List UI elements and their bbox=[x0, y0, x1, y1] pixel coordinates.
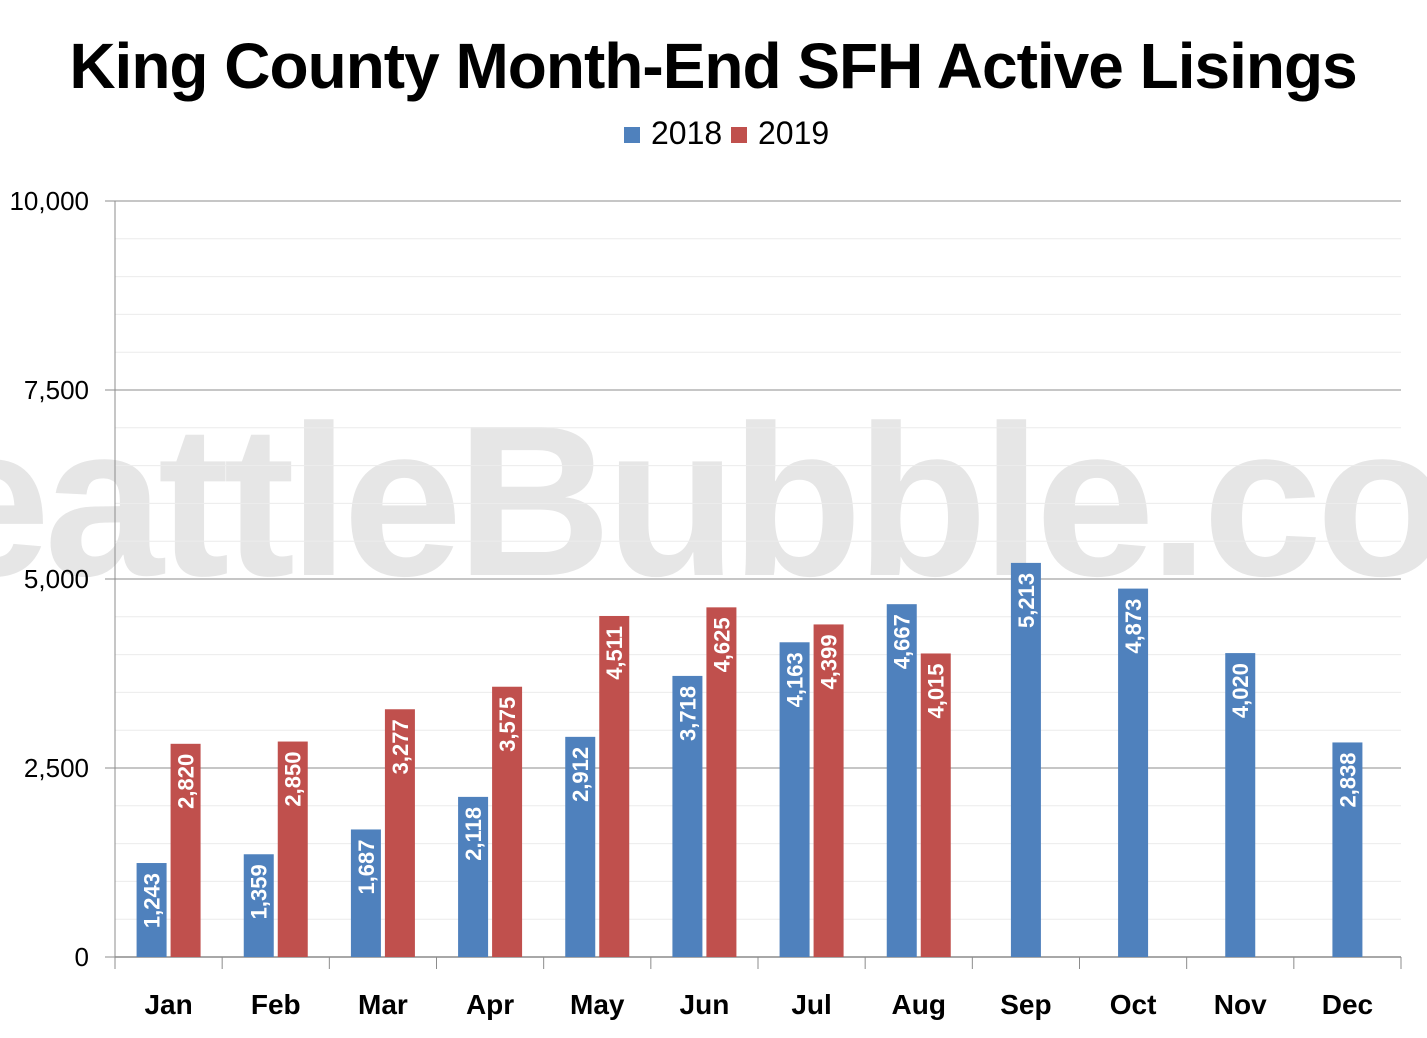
bar-2018-feb bbox=[243, 854, 274, 957]
data-label: 3,575 bbox=[495, 697, 520, 752]
x-tick-label: Jul bbox=[791, 989, 831, 1020]
x-tick-label: Feb bbox=[251, 989, 301, 1020]
bar-2018-jan bbox=[136, 863, 167, 957]
data-label: 4,020 bbox=[1228, 663, 1253, 718]
bar-2019-may bbox=[599, 615, 630, 957]
y-tick-label: 5,000 bbox=[24, 564, 89, 594]
chart-title: King County Month-End SFH Active Lisings bbox=[69, 30, 1356, 102]
bar-2019-aug bbox=[920, 653, 951, 957]
y-tick-label: 0 bbox=[75, 942, 89, 972]
x-tick-label: Aug bbox=[892, 989, 946, 1020]
data-label: 1,687 bbox=[354, 839, 379, 894]
y-tick-label: 2,500 bbox=[24, 753, 89, 783]
x-tick-label: Dec bbox=[1322, 989, 1373, 1020]
watermark: SeattleBubble.com bbox=[0, 380, 1427, 621]
bar-2019-jul bbox=[813, 624, 844, 957]
bar-2018-nov bbox=[1225, 653, 1256, 957]
bar-2018-jun bbox=[672, 675, 703, 957]
bar-2018-jul bbox=[779, 642, 810, 957]
legend: 2018 2019 bbox=[624, 115, 829, 151]
x-tick-label: Mar bbox=[358, 989, 408, 1020]
bar-2019-mar bbox=[384, 709, 415, 957]
data-label: 3,277 bbox=[388, 719, 413, 774]
y-tick-label: 7,500 bbox=[24, 375, 89, 405]
bar-2018-mar bbox=[350, 829, 381, 957]
data-label: 2,838 bbox=[1335, 752, 1360, 807]
data-label: 4,399 bbox=[817, 634, 842, 689]
data-label: 1,359 bbox=[247, 864, 272, 919]
data-label: 2,850 bbox=[281, 752, 306, 807]
x-tick-label: Sep bbox=[1000, 989, 1051, 1020]
x-tick-label: Jan bbox=[144, 989, 192, 1020]
data-label: 4,667 bbox=[890, 614, 915, 669]
data-label: 4,625 bbox=[709, 617, 734, 672]
legend-label-2018: 2018 bbox=[651, 115, 722, 151]
data-label: 1,243 bbox=[140, 873, 165, 928]
data-label: 4,511 bbox=[602, 626, 627, 680]
x-tick-label: Nov bbox=[1214, 989, 1267, 1020]
x-tick-label: Oct bbox=[1110, 989, 1157, 1020]
y-tick-label: 10,000 bbox=[9, 186, 89, 216]
data-label: 5,213 bbox=[1014, 573, 1039, 628]
data-label: 4,015 bbox=[924, 663, 949, 718]
legend-swatch-2018 bbox=[624, 127, 640, 143]
bar-2018-oct bbox=[1118, 588, 1149, 957]
bar-2018-dec bbox=[1332, 742, 1363, 957]
data-label: 2,912 bbox=[568, 747, 593, 802]
data-label: 2,820 bbox=[174, 754, 199, 809]
data-labels: 1,243 2,820 1,359 2,850 1,687 3,277 2,118 3,575… bbox=[140, 573, 1361, 928]
gridlines bbox=[115, 200, 1401, 920]
legend-label-2019: 2019 bbox=[758, 115, 829, 151]
bars bbox=[136, 562, 1363, 957]
legend-swatch-2019 bbox=[731, 127, 747, 143]
data-label: 4,873 bbox=[1121, 599, 1146, 654]
x-tick-label: May bbox=[570, 989, 625, 1020]
bar-2018-may bbox=[565, 736, 596, 957]
bar-2019-jan bbox=[170, 743, 201, 957]
data-label: 4,163 bbox=[783, 652, 808, 707]
axes: 0 2,500 5,000 7,500 10,000 Jan Feb Mar Apr May Jun… bbox=[9, 186, 1402, 1020]
bar-2018-aug bbox=[886, 604, 917, 957]
x-tick-label: Jun bbox=[680, 989, 730, 1020]
data-label: 3,718 bbox=[675, 686, 700, 741]
bar-2018-apr bbox=[458, 796, 489, 957]
x-tick-label: Apr bbox=[466, 989, 514, 1020]
bar-2019-jun bbox=[706, 607, 737, 957]
bar-2018-sep bbox=[1010, 562, 1041, 957]
bar-2019-feb bbox=[277, 741, 308, 957]
data-label: 2,118 bbox=[461, 807, 486, 861]
bar-2019-apr bbox=[492, 686, 523, 957]
